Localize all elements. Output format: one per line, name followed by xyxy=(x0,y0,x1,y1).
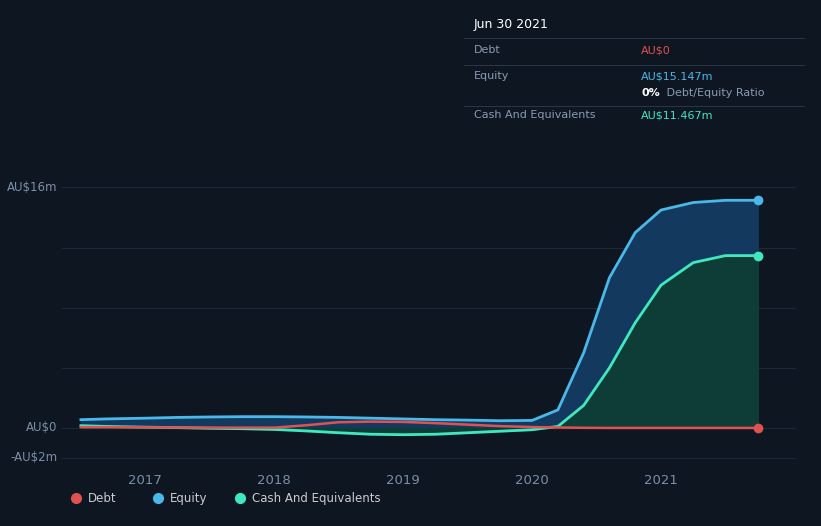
Text: AU$16m: AU$16m xyxy=(7,181,57,194)
Text: Equity: Equity xyxy=(474,71,510,81)
Text: AU$0: AU$0 xyxy=(641,45,671,55)
Text: Cash And Equivalents: Cash And Equivalents xyxy=(474,110,595,120)
Text: Debt: Debt xyxy=(474,45,501,55)
Text: Cash And Equivalents: Cash And Equivalents xyxy=(253,492,381,505)
Text: AU$0: AU$0 xyxy=(26,421,57,434)
Text: Debt/Equity Ratio: Debt/Equity Ratio xyxy=(663,88,764,98)
Text: 0%: 0% xyxy=(641,88,660,98)
Text: Debt: Debt xyxy=(89,492,117,505)
Text: Equity: Equity xyxy=(171,492,208,505)
Text: Jun 30 2021: Jun 30 2021 xyxy=(474,17,549,31)
Text: AU$11.467m: AU$11.467m xyxy=(641,110,713,120)
Text: AU$15.147m: AU$15.147m xyxy=(641,71,713,81)
Text: -AU$2m: -AU$2m xyxy=(11,451,57,464)
